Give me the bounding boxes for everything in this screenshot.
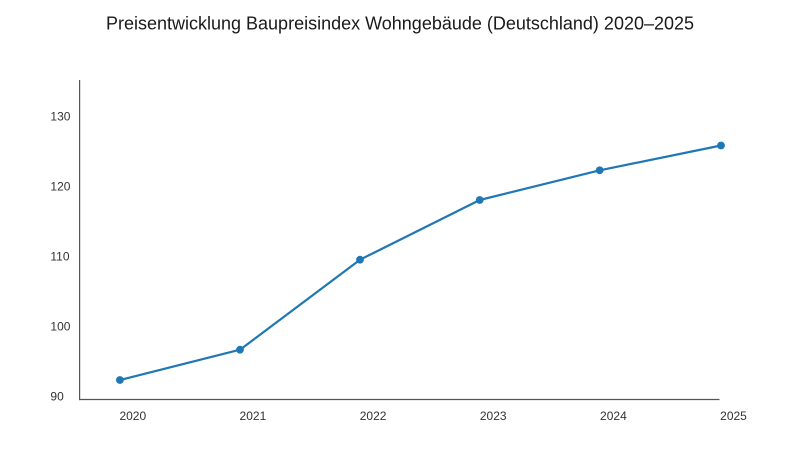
svg-text:130: 130 bbox=[50, 109, 70, 123]
svg-text:2021: 2021 bbox=[240, 409, 267, 423]
svg-text:2023: 2023 bbox=[480, 409, 507, 423]
svg-text:100: 100 bbox=[50, 319, 70, 333]
svg-text:110: 110 bbox=[50, 249, 69, 263]
svg-text:2022: 2022 bbox=[360, 409, 387, 423]
svg-text:Preisentwicklung Baupreisindex: Preisentwicklung Baupreisindex Wohngebäu… bbox=[106, 14, 694, 34]
svg-text:120: 120 bbox=[50, 179, 70, 193]
svg-text:90: 90 bbox=[50, 389, 64, 403]
svg-text:2024: 2024 bbox=[600, 409, 627, 423]
svg-text:2020: 2020 bbox=[119, 409, 146, 423]
svg-text:2025: 2025 bbox=[720, 409, 747, 423]
